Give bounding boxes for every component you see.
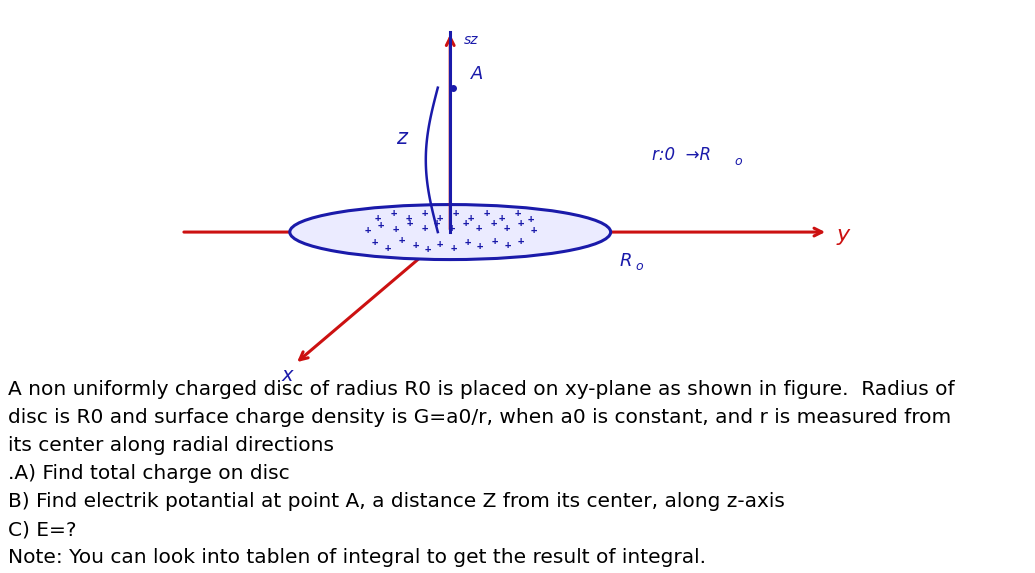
Text: +: + (437, 238, 443, 249)
Text: +: + (398, 234, 405, 245)
Text: +: + (437, 213, 443, 223)
Text: +: + (505, 240, 511, 250)
Text: C) E=?: C) E=? (8, 520, 77, 539)
Text: +: + (477, 241, 483, 252)
Text: R: R (620, 252, 632, 270)
Text: +: + (531, 225, 537, 236)
Text: +: + (528, 214, 534, 224)
Text: o: o (635, 260, 644, 273)
Text: r:0  →R: r:0 →R (652, 146, 711, 164)
Text: +: + (406, 213, 412, 223)
Text: +: + (465, 237, 471, 247)
Text: y: y (837, 225, 850, 245)
Text: +: + (452, 208, 459, 218)
Text: +: + (463, 218, 469, 229)
Text: its center along radial directions: its center along radial directions (8, 436, 334, 455)
Text: +: + (413, 240, 419, 250)
Text: +: + (421, 208, 427, 218)
Text: B) Find electrik potantial at point A, a distance Z from its center, along z-axi: B) Find electrik potantial at point A, a… (8, 492, 785, 511)
Text: sz: sz (464, 33, 478, 47)
Text: +: + (499, 213, 505, 223)
Text: +: + (421, 223, 427, 233)
Text: +: + (492, 236, 498, 246)
Text: o: o (735, 155, 742, 168)
Text: +: + (448, 223, 454, 233)
Text: +: + (476, 223, 482, 233)
Text: +: + (372, 237, 378, 247)
Text: A non uniformly charged disc of radius R0 is placed on xy-plane as shown in figu: A non uniformly charged disc of radius R… (8, 380, 954, 399)
Text: z: z (396, 128, 407, 147)
Text: +: + (375, 213, 381, 223)
Text: +: + (514, 208, 521, 218)
Text: .A) Find total charge on disc: .A) Find total charge on disc (8, 464, 290, 483)
Text: +: + (424, 244, 431, 254)
Text: disc is R0 and surface charge density is G=a0/r, when a0 is constant, and r is m: disc is R0 and surface charge density is… (8, 408, 951, 427)
Text: x: x (282, 366, 294, 385)
Text: +: + (518, 236, 524, 246)
Text: Note: You can look into tablen of integral to get the result of integral.: Note: You can look into tablen of integr… (8, 548, 706, 567)
Text: +: + (407, 218, 413, 229)
Text: +: + (378, 219, 384, 230)
Text: +: + (450, 242, 456, 253)
Text: +: + (518, 218, 524, 229)
Text: +: + (392, 224, 398, 234)
Text: A: A (471, 65, 483, 84)
Text: +: + (504, 223, 510, 233)
Text: +: + (364, 225, 371, 236)
Text: +: + (385, 242, 391, 253)
Text: +: + (390, 208, 396, 218)
Text: +: + (483, 208, 490, 218)
Text: +: + (468, 213, 474, 223)
Ellipse shape (290, 205, 611, 260)
Text: +: + (491, 218, 497, 229)
Text: +: + (434, 218, 440, 229)
